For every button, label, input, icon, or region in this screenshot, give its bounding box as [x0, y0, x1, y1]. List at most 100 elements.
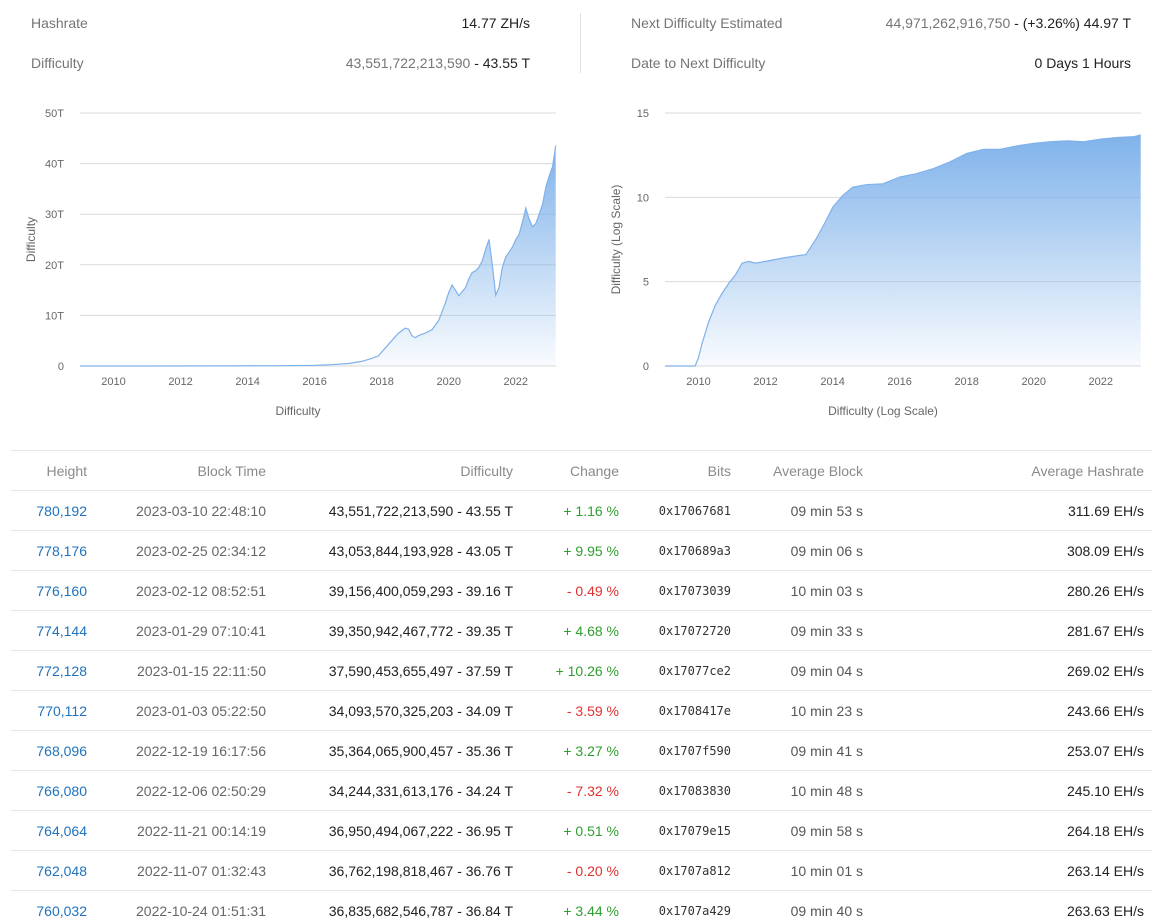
- x-tick-label: 2020: [436, 376, 460, 388]
- table-row: 766,080 2022-12-06 02:50:29 34,244,331,613…: [11, 771, 1152, 811]
- average-hashrate-value: 263.14 EH/s: [1066, 862, 1144, 879]
- change-value: - 3.59 %: [566, 702, 619, 719]
- block-time: 2022-11-21 00:14:19: [137, 822, 266, 839]
- change-value: - 7.32 %: [566, 782, 619, 799]
- block-height-link[interactable]: 778,176: [36, 542, 87, 559]
- y-tick-label: 0: [643, 361, 649, 373]
- average-hashrate-value: 243.66 EH/s: [1066, 702, 1144, 719]
- header-change[interactable]: Change: [569, 462, 619, 479]
- difficulty-value: 37,590,453,655,497 - 37.59 T: [328, 662, 513, 679]
- x-tick-label: 2010: [101, 376, 125, 388]
- block-height-link[interactable]: 766,080: [36, 782, 87, 799]
- y-tick-label: 15: [637, 108, 649, 120]
- table-row: 762,048 2022-11-07 01:32:43 36,762,198,818…: [11, 851, 1152, 891]
- change-value: + 10.26 %: [555, 662, 619, 679]
- x-tick-label: 2018: [369, 376, 393, 388]
- x-tick-label: 2022: [504, 376, 528, 388]
- block-time: 2023-01-15 22:11:50: [137, 662, 266, 679]
- x-tick-label: 2014: [820, 376, 844, 388]
- series-line: [665, 134, 1141, 367]
- block-time: 2023-02-25 02:34:12: [136, 542, 266, 559]
- bits-value: 0x17079e15: [658, 823, 731, 838]
- table-row: 772,128 2023-01-15 22:11:50 37,590,453,655…: [11, 651, 1152, 691]
- block-time: 2023-01-03 05:22:50: [136, 702, 266, 719]
- difficulty-value: 39,156,400,059,293 - 39.16 T: [328, 582, 513, 599]
- block-time: 2023-02-12 08:52:51: [136, 582, 266, 599]
- block-height-link[interactable]: 772,128: [36, 662, 87, 679]
- difficulty-label: Difficulty: [31, 55, 84, 71]
- block-height-link[interactable]: 770,112: [37, 702, 87, 719]
- x-tick-label: 2018: [954, 376, 978, 388]
- block-height-link[interactable]: 776,160: [36, 582, 87, 599]
- x-axis-title: Difficulty: [275, 404, 320, 418]
- average-hashrate-value: 281.67 EH/s: [1066, 622, 1144, 639]
- table-row: 768,096 2022-12-19 16:17:56 35,364,065,900…: [11, 731, 1152, 771]
- difficulty-value: 35,364,065,900,457 - 35.36 T: [328, 742, 513, 759]
- block-height-link[interactable]: 768,096: [36, 742, 87, 759]
- header-height[interactable]: Height: [46, 462, 87, 479]
- block-height-link[interactable]: 762,048: [36, 862, 87, 879]
- average-hashrate-value: 264.18 EH/s: [1066, 822, 1144, 839]
- y-tick-label: 10: [637, 192, 649, 204]
- series-area: [80, 145, 556, 366]
- block-height-link[interactable]: 760,032: [36, 902, 87, 919]
- bits-value: 0x17073039: [658, 583, 731, 598]
- average-block-value: 09 min 04 s: [790, 662, 863, 679]
- hashrate-label: Hashrate: [31, 15, 88, 31]
- next-difficulty-label: Next Difficulty Estimated: [631, 15, 783, 31]
- block-height-link[interactable]: 780,192: [36, 502, 87, 519]
- block-time: 2023-01-29 07:10:41: [136, 622, 266, 639]
- average-hashrate-value: 280.26 EH/s: [1066, 582, 1144, 599]
- y-axis-title: Difficulty (Log Scale): [609, 185, 623, 295]
- bits-value: 0x1707f590: [658, 743, 731, 758]
- header-bits[interactable]: Bits: [707, 462, 731, 479]
- series-area: [665, 134, 1141, 366]
- x-tick-label: 2022: [1089, 376, 1113, 388]
- difficulty-value: 43,551,722,213,590 - 43.55 T: [346, 55, 530, 71]
- next-difficulty-raw: 44,971,262,916,750: [885, 15, 1011, 31]
- next-difficulty-short: - (+3.26%) 44.97 T: [1010, 15, 1131, 31]
- x-tick-label: 2014: [235, 376, 259, 388]
- series-line: [80, 145, 557, 367]
- difficulty-value: 36,950,494,067,222 - 36.95 T: [328, 822, 513, 839]
- difficulty-table: Height Block Time Difficulty Change Bits…: [11, 450, 1152, 924]
- y-tick-label: 0: [58, 361, 64, 373]
- table-row: 778,176 2023-02-25 02:34:12 43,053,844,193…: [11, 531, 1152, 571]
- average-block-value: 09 min 58 s: [790, 822, 863, 839]
- table-row: 764,064 2022-11-21 00:14:19 36,950,494,067…: [11, 811, 1152, 851]
- x-tick-label: 2012: [168, 376, 192, 388]
- block-time: 2022-10-24 01:51:31: [136, 902, 266, 919]
- block-height-link[interactable]: 774,144: [36, 622, 87, 639]
- y-tick-label: 20T: [45, 260, 64, 272]
- difficulty-stat: Difficulty 43,551,722,213,590 - 43.55 T: [31, 53, 530, 73]
- header-average-hashrate[interactable]: Average Hashrate: [1031, 462, 1144, 479]
- difficulty-log-chart: 0 5 10 15 2010 2012 2014 2016 2018 2020 2022 Diffic…: [605, 95, 1155, 425]
- average-hashrate-value: 308.09 EH/s: [1066, 542, 1144, 559]
- block-time: 2022-12-06 02:50:29: [136, 782, 266, 799]
- block-height-link[interactable]: 764,064: [36, 822, 87, 839]
- hashrate-value: 14.77 ZH/s: [461, 15, 530, 31]
- difficulty-raw: 43,551,722,213,590: [345, 55, 471, 71]
- table-row: 776,160 2023-02-12 08:52:51 39,156,400,059…: [11, 571, 1152, 611]
- change-value: - 0.20 %: [566, 862, 619, 879]
- table-row: 760,032 2022-10-24 01:51:31 36,835,682,546…: [11, 891, 1152, 924]
- change-value: - 0.49 %: [566, 582, 619, 599]
- difficulty-chart-svg: 0 10T 20T 30T 40T 50T 2010 2012 2014 2016 2018 2020…: [24, 108, 557, 418]
- change-value: + 1.16 %: [563, 502, 619, 519]
- x-tick-label: 2016: [887, 376, 911, 388]
- table-body: 780,192 2023-03-10 22:48:10 43,551,722,213…: [11, 491, 1152, 924]
- average-hashrate-value: 253.07 EH/s: [1066, 742, 1144, 759]
- average-block-value: 10 min 23 s: [790, 702, 863, 719]
- y-tick-label: 5: [643, 277, 649, 289]
- average-hashrate-value: 269.02 EH/s: [1066, 662, 1144, 679]
- table-row: 774,144 2023-01-29 07:10:41 39,350,942,467…: [11, 611, 1152, 651]
- header-block-time[interactable]: Block Time: [197, 462, 266, 479]
- difficulty-value: 36,762,198,818,467 - 36.76 T: [328, 862, 513, 879]
- date-next-label: Date to Next Difficulty: [631, 55, 766, 71]
- bits-value: 0x1707a429: [658, 903, 731, 918]
- stats-divider: [580, 13, 581, 73]
- bits-value: 0x17067681: [658, 503, 731, 518]
- header-difficulty[interactable]: Difficulty: [460, 462, 513, 479]
- difficulty-short: - 43.55 T: [470, 55, 530, 71]
- header-average-block[interactable]: Average Block: [772, 462, 863, 479]
